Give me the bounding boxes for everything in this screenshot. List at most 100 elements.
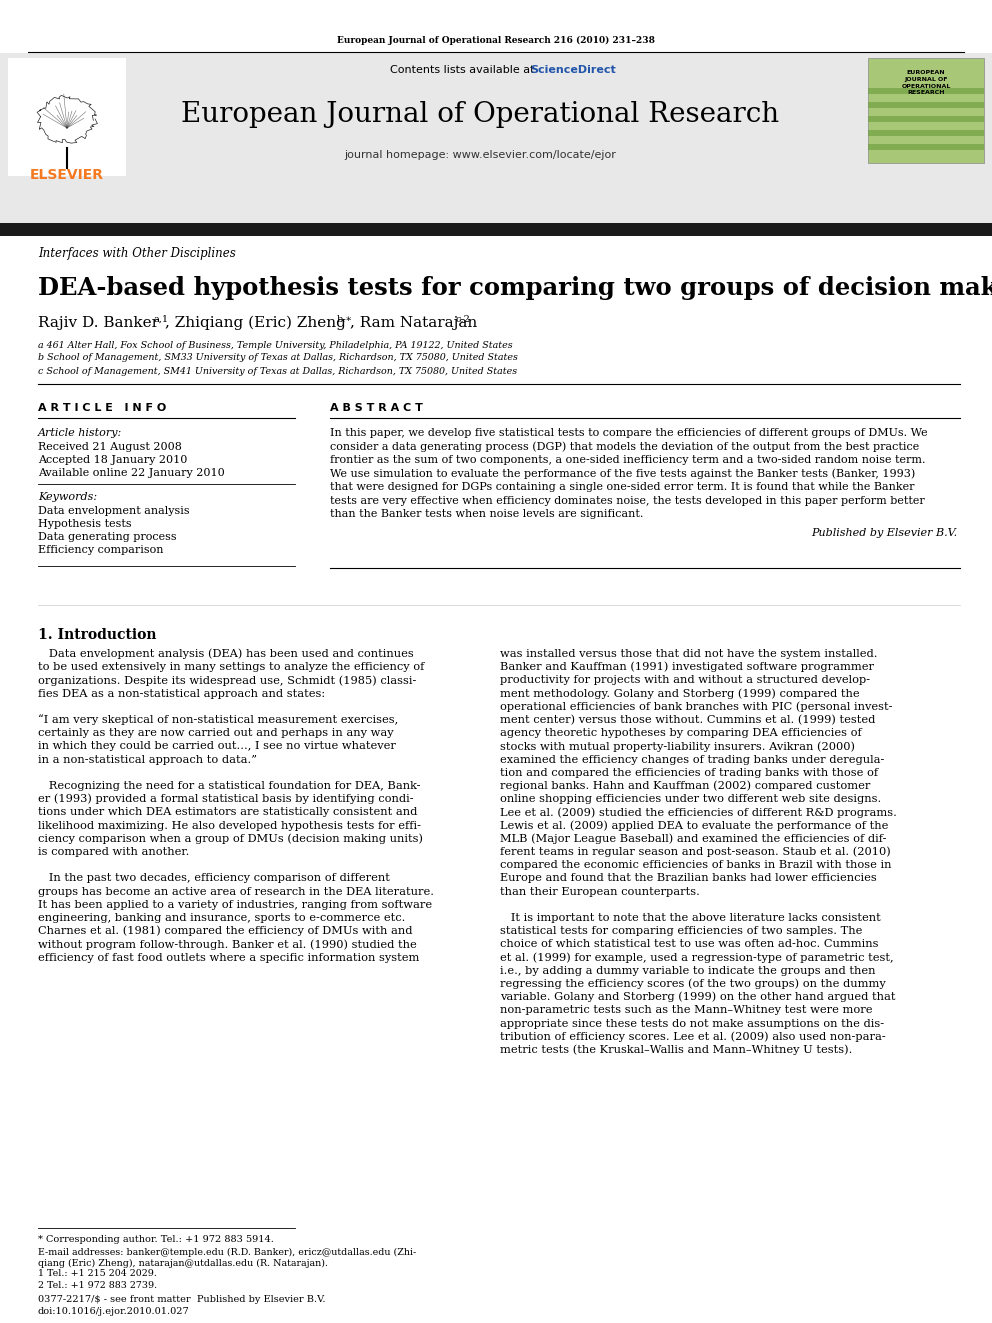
Text: Interfaces with Other Disciplines: Interfaces with Other Disciplines — [38, 246, 236, 259]
Bar — [0, 53, 992, 224]
Text: Received 21 August 2008: Received 21 August 2008 — [38, 442, 182, 452]
Text: is compared with another.: is compared with another. — [38, 847, 189, 857]
Text: efficiency of fast food outlets where a specific information system: efficiency of fast food outlets where a … — [38, 953, 420, 963]
Text: A B S T R A C T: A B S T R A C T — [330, 404, 423, 413]
Text: agency theoretic hypotheses by comparing DEA efficiencies of: agency theoretic hypotheses by comparing… — [500, 728, 862, 738]
Text: Contents lists available at: Contents lists available at — [390, 65, 535, 75]
Text: ScienceDirect: ScienceDirect — [530, 65, 616, 75]
Text: Recognizing the need for a statistical foundation for DEA, Bank-: Recognizing the need for a statistical f… — [38, 781, 421, 791]
Text: b,∗: b,∗ — [337, 315, 353, 324]
Text: c School of Management, SM41 University of Texas at Dallas, Richardson, TX 75080: c School of Management, SM41 University … — [38, 366, 517, 376]
Text: that were designed for DGPs containing a single one-sided error term. It is foun: that were designed for DGPs containing a… — [330, 482, 915, 492]
Text: qiang (Eric) Zheng), natarajan@utdallas.edu (R. Natarajan).: qiang (Eric) Zheng), natarajan@utdallas.… — [38, 1258, 328, 1267]
Bar — [868, 116, 984, 122]
Text: doi:10.1016/j.ejor.2010.01.027: doi:10.1016/j.ejor.2010.01.027 — [38, 1307, 189, 1315]
Text: er (1993) provided a formal statistical basis by identifying condi-: er (1993) provided a formal statistical … — [38, 794, 414, 804]
Text: 0377-2217/$ - see front matter  Published by Elsevier B.V.: 0377-2217/$ - see front matter Published… — [38, 1294, 325, 1303]
Text: 2 Tel.: +1 972 883 2739.: 2 Tel.: +1 972 883 2739. — [38, 1281, 157, 1290]
Text: in a non-statistical approach to data.”: in a non-statistical approach to data.” — [38, 754, 257, 765]
Text: , Ram Natarajan: , Ram Natarajan — [350, 316, 477, 329]
Text: organizations. Despite its widespread use, Schmidt (1985) classi-: organizations. Despite its widespread us… — [38, 675, 417, 685]
Text: than their European counterparts.: than their European counterparts. — [500, 886, 700, 897]
Text: regressing the efficiency scores (of the two groups) on the dummy: regressing the efficiency scores (of the… — [500, 979, 886, 990]
Bar — [8, 58, 126, 176]
Text: EUROPEAN: EUROPEAN — [907, 70, 945, 74]
Text: In the past two decades, efficiency comparison of different: In the past two decades, efficiency comp… — [38, 873, 390, 884]
Bar — [868, 144, 984, 149]
Bar — [868, 89, 984, 94]
Text: without program follow-through. Banker et al. (1990) studied the: without program follow-through. Banker e… — [38, 939, 417, 950]
Text: “I am very skeptical of non-statistical measurement exercises,: “I am very skeptical of non-statistical … — [38, 714, 398, 725]
Text: regional banks. Hahn and Kauffman (2002) compared customer: regional banks. Hahn and Kauffman (2002)… — [500, 781, 870, 791]
Text: A R T I C L E   I N F O: A R T I C L E I N F O — [38, 404, 167, 413]
Text: ment center) versus those without. Cummins et al. (1999) tested: ment center) versus those without. Cummi… — [500, 714, 875, 725]
Text: Keywords:: Keywords: — [38, 492, 97, 501]
Text: journal homepage: www.elsevier.com/locate/ejor: journal homepage: www.elsevier.com/locat… — [344, 149, 616, 160]
Text: European Journal of Operational Research 216 (2010) 231–238: European Journal of Operational Research… — [337, 36, 655, 45]
Text: choice of which statistical test to use was often ad-hoc. Cummins: choice of which statistical test to use … — [500, 939, 879, 950]
Text: RESEARCH: RESEARCH — [908, 90, 944, 95]
Text: ment methodology. Golany and Storberg (1999) compared the: ment methodology. Golany and Storberg (1… — [500, 688, 860, 699]
Text: It is important to note that the above literature lacks consistent: It is important to note that the above l… — [500, 913, 881, 923]
Text: fies DEA as a non-statistical approach and states:: fies DEA as a non-statistical approach a… — [38, 688, 325, 699]
Text: productivity for projects with and without a structured develop-: productivity for projects with and witho… — [500, 676, 870, 685]
Text: ferent teams in regular season and post-season. Staub et al. (2010): ferent teams in regular season and post-… — [500, 847, 891, 857]
Text: appropriate since these tests do not make assumptions on the dis-: appropriate since these tests do not mak… — [500, 1019, 884, 1028]
Text: a,1: a,1 — [154, 315, 169, 324]
Bar — [868, 58, 984, 163]
Text: Published by Elsevier B.V.: Published by Elsevier B.V. — [810, 528, 957, 537]
Bar — [0, 224, 992, 235]
Text: i.e., by adding a dummy variable to indicate the groups and then: i.e., by adding a dummy variable to indi… — [500, 966, 876, 976]
Text: We use simulation to evaluate the performance of the five tests against the Bank: We use simulation to evaluate the perfor… — [330, 468, 916, 479]
Text: JOURNAL OF: JOURNAL OF — [905, 77, 947, 82]
Text: likelihood maximizing. He also developed hypothesis tests for effi-: likelihood maximizing. He also developed… — [38, 820, 421, 831]
Text: Banker and Kauffman (1991) investigated software programmer: Banker and Kauffman (1991) investigated … — [500, 662, 874, 672]
Text: Europe and found that the Brazilian banks had lower efficiencies: Europe and found that the Brazilian bank… — [500, 873, 877, 884]
Text: Data generating process: Data generating process — [38, 532, 177, 542]
Text: tion and compared the efficiencies of trading banks with those of: tion and compared the efficiencies of tr… — [500, 767, 878, 778]
Text: online shopping efficiencies under two different web site designs.: online shopping efficiencies under two d… — [500, 794, 881, 804]
Bar — [868, 102, 984, 108]
Text: Rajiv D. Banker: Rajiv D. Banker — [38, 316, 159, 329]
Text: Accepted 18 January 2010: Accepted 18 January 2010 — [38, 455, 187, 464]
Text: than the Banker tests when noise levels are significant.: than the Banker tests when noise levels … — [330, 509, 644, 519]
Text: in which they could be carried out…, I see no virtue whatever: in which they could be carried out…, I s… — [38, 741, 396, 751]
Text: metric tests (the Kruskal–Wallis and Mann–Whitney U tests).: metric tests (the Kruskal–Wallis and Man… — [500, 1045, 852, 1056]
Text: MLB (Major League Baseball) and examined the efficiencies of dif-: MLB (Major League Baseball) and examined… — [500, 833, 887, 844]
Text: , Zhiqiang (Eric) Zheng: , Zhiqiang (Eric) Zheng — [165, 316, 346, 331]
Text: non-parametric tests such as the Mann–Whitney test were more: non-parametric tests such as the Mann–Wh… — [500, 1005, 873, 1015]
Text: It has been applied to a variety of industries, ranging from software: It has been applied to a variety of indu… — [38, 900, 433, 910]
Text: E-mail addresses: banker@temple.edu (R.D. Banker), ericz@utdallas.edu (Zhi-: E-mail addresses: banker@temple.edu (R.D… — [38, 1248, 417, 1257]
Text: a 461 Alter Hall, Fox School of Business, Temple University, Philadelphia, PA 19: a 461 Alter Hall, Fox School of Business… — [38, 340, 513, 349]
Text: c,2: c,2 — [456, 315, 471, 324]
Text: Available online 22 January 2010: Available online 22 January 2010 — [38, 468, 225, 478]
Text: Data envelopment analysis (DEA) has been used and continues: Data envelopment analysis (DEA) has been… — [38, 648, 414, 659]
Text: Charnes et al. (1981) compared the efficiency of DMUs with and: Charnes et al. (1981) compared the effic… — [38, 926, 413, 937]
Text: ELSEVIER: ELSEVIER — [30, 168, 104, 183]
Text: European Journal of Operational Research: European Journal of Operational Research — [181, 102, 779, 128]
Text: variable. Golany and Storberg (1999) on the other hand argued that: variable. Golany and Storberg (1999) on … — [500, 992, 896, 1003]
Text: examined the efficiency changes of trading banks under deregula-: examined the efficiency changes of tradi… — [500, 754, 885, 765]
Text: compared the economic efficiencies of banks in Brazil with those in: compared the economic efficiencies of ba… — [500, 860, 892, 871]
Text: Hypothesis tests: Hypothesis tests — [38, 519, 132, 529]
Text: certainly as they are now carried out and perhaps in any way: certainly as they are now carried out an… — [38, 728, 394, 738]
Text: Article history:: Article history: — [38, 429, 122, 438]
Text: 1. Introduction: 1. Introduction — [38, 628, 157, 642]
Text: Lee et al. (2009) studied the efficiencies of different R&D programs.: Lee et al. (2009) studied the efficienci… — [500, 807, 897, 818]
Text: tests are very effective when efficiency dominates noise, the tests developed in: tests are very effective when efficiency… — [330, 496, 925, 505]
Text: Data envelopment analysis: Data envelopment analysis — [38, 505, 189, 516]
Text: statistical tests for comparing efficiencies of two samples. The: statistical tests for comparing efficien… — [500, 926, 862, 937]
Text: Efficiency comparison: Efficiency comparison — [38, 545, 164, 556]
Text: frontier as the sum of two components, a one-sided inefficiency term and a two-s: frontier as the sum of two components, a… — [330, 455, 926, 464]
Text: et al. (1999) for example, used a regression-type of parametric test,: et al. (1999) for example, used a regres… — [500, 953, 894, 963]
Text: 1 Tel.: +1 215 204 2029.: 1 Tel.: +1 215 204 2029. — [38, 1270, 157, 1278]
Text: OPERATIONAL: OPERATIONAL — [902, 83, 950, 89]
Text: engineering, banking and insurance, sports to e-commerce etc.: engineering, banking and insurance, spor… — [38, 913, 406, 923]
Text: tribution of efficiency scores. Lee et al. (2009) also used non-para-: tribution of efficiency scores. Lee et a… — [500, 1032, 886, 1043]
Text: consider a data generating process (DGP) that models the deviation of the output: consider a data generating process (DGP)… — [330, 441, 920, 451]
Text: ciency comparison when a group of DMUs (decision making units): ciency comparison when a group of DMUs (… — [38, 833, 423, 844]
Text: Lewis et al. (2009) applied DEA to evaluate the performance of the: Lewis et al. (2009) applied DEA to evalu… — [500, 820, 889, 831]
Text: stocks with mutual property-liability insurers. Avikran (2000): stocks with mutual property-liability in… — [500, 741, 855, 751]
Text: b School of Management, SM33 University of Texas at Dallas, Richardson, TX 75080: b School of Management, SM33 University … — [38, 353, 518, 363]
Text: groups has become an active area of research in the DEA literature.: groups has become an active area of rese… — [38, 886, 434, 897]
